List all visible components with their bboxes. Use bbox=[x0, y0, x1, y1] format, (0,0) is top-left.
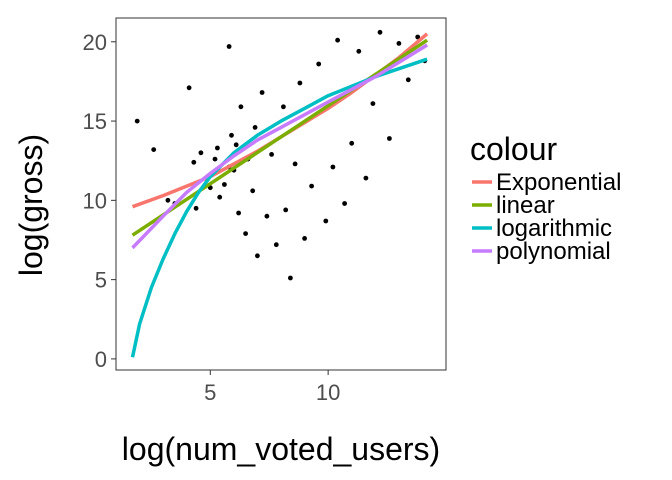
x-tick-label: 5 bbox=[204, 380, 216, 405]
scatter-point bbox=[288, 275, 293, 281]
scatter-point bbox=[255, 253, 260, 259]
scatter-point bbox=[335, 37, 340, 43]
y-tick-label: 10 bbox=[83, 188, 107, 213]
y-tick-label: 5 bbox=[95, 268, 107, 293]
scatter-point bbox=[212, 156, 218, 162]
scatter-point bbox=[363, 175, 369, 181]
x-axis-title: log(num_voted_users) bbox=[122, 431, 440, 467]
y-axis-title: log(gross) bbox=[13, 134, 49, 276]
legend-label-polynomial: polynomial bbox=[496, 238, 611, 265]
scatter-point bbox=[186, 85, 192, 91]
scatter-point bbox=[198, 150, 204, 156]
scatter-point bbox=[236, 210, 242, 216]
scatter-point bbox=[273, 242, 279, 248]
legend-title: colour bbox=[470, 131, 558, 167]
scatter-point bbox=[283, 207, 289, 213]
scatter-point bbox=[222, 182, 227, 187]
scatter-point bbox=[264, 213, 270, 219]
legend: colour Exponentiallinearlogarithmicpolyn… bbox=[470, 131, 621, 265]
scatter-point bbox=[349, 140, 355, 146]
series-line-polynomial bbox=[131, 43, 429, 250]
scatter-point bbox=[250, 188, 256, 194]
scatter-point bbox=[292, 161, 298, 167]
scatter-point bbox=[405, 77, 411, 83]
scatter-point bbox=[370, 101, 376, 106]
scatter-point bbox=[330, 164, 336, 170]
scatter-point bbox=[238, 104, 244, 110]
scatter-points bbox=[134, 29, 428, 281]
y-axis-ticks: 0 5 10 15 20 bbox=[83, 30, 116, 372]
scatter-point bbox=[193, 205, 199, 211]
y-tick-label: 15 bbox=[83, 109, 107, 134]
legend-label-logarithmic: logarithmic bbox=[496, 215, 612, 242]
scatter-point bbox=[415, 34, 421, 40]
scatter-point bbox=[342, 201, 347, 206]
scatter-point bbox=[233, 142, 239, 148]
x-axis-ticks: 5 10 bbox=[204, 370, 340, 405]
scatter-point bbox=[356, 48, 362, 54]
fit-lines bbox=[130, 32, 429, 358]
y-tick-label: 20 bbox=[83, 30, 107, 55]
scatter-point bbox=[323, 218, 329, 224]
scatter-point bbox=[387, 136, 392, 141]
scatter-point bbox=[134, 118, 140, 124]
scatter-point bbox=[396, 41, 402, 46]
scatter-point bbox=[377, 29, 383, 35]
x-tick-label: 10 bbox=[316, 380, 340, 405]
scatter-point bbox=[281, 104, 286, 110]
scatter-point bbox=[302, 236, 307, 241]
scatter-point bbox=[191, 159, 197, 165]
scatter-point bbox=[217, 194, 223, 200]
scatter-point bbox=[229, 132, 234, 138]
scatter-point bbox=[151, 147, 157, 153]
scatter-point bbox=[297, 80, 303, 86]
scatter-point bbox=[243, 231, 249, 237]
plot-panel-border bbox=[115, 17, 447, 371]
scatter-point bbox=[226, 44, 232, 49]
scatter-point bbox=[215, 145, 220, 151]
legend-label-linear: linear bbox=[496, 192, 555, 219]
y-tick-label: 0 bbox=[95, 347, 107, 372]
series-line-linear bbox=[131, 38, 429, 237]
scatter-point bbox=[252, 125, 258, 130]
scatter-point bbox=[316, 61, 322, 67]
scatter-point bbox=[259, 90, 265, 95]
scatter-point bbox=[309, 183, 314, 189]
scatter-point bbox=[269, 152, 274, 157]
series-line-logarithmic bbox=[130, 57, 428, 358]
scatter-point bbox=[165, 197, 171, 203]
legend-label-exponential: Exponential bbox=[496, 169, 621, 196]
